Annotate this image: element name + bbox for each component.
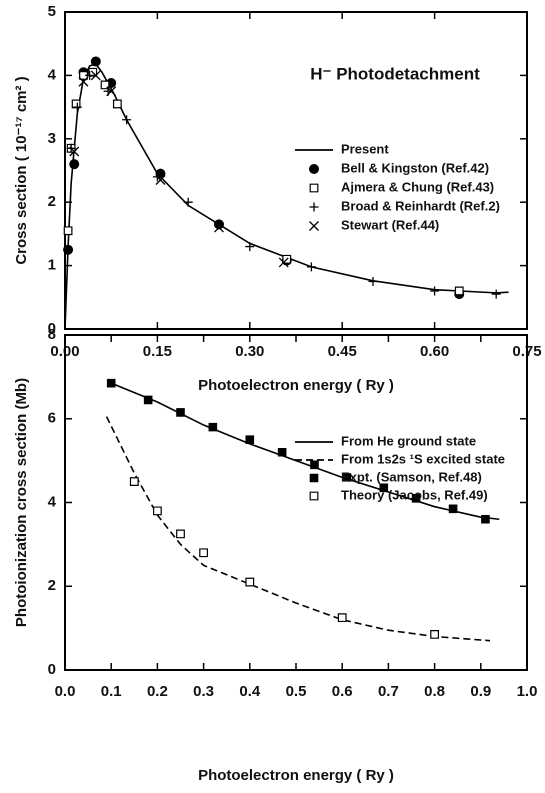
data-point: [106, 86, 117, 97]
x-tick-label: 0.1: [101, 683, 122, 700]
x-tick-label: 0.3: [193, 683, 214, 700]
legend-label: Bell & Kingston (Ref.42): [341, 160, 489, 175]
data-point: [214, 222, 224, 233]
x-tick-label: 0.7: [378, 683, 399, 700]
data-point: [379, 483, 389, 493]
y-tick-label: 1: [48, 257, 56, 274]
x-tick-label: 0.60: [420, 343, 449, 360]
data-point: [310, 460, 319, 470]
x-tick-label: 0.9: [470, 683, 491, 700]
x-tick-label: 0.6: [332, 683, 353, 700]
data-point: [208, 422, 218, 432]
x-axis-label: Photoelectron energy ( Ry ): [198, 377, 394, 394]
legend-swatch: [309, 221, 319, 231]
data-point: [176, 529, 185, 539]
data-point: [153, 506, 162, 516]
data-point: [183, 197, 193, 207]
y-tick-label: 0: [48, 661, 56, 678]
legend-swatch: [309, 202, 319, 212]
data-point: [430, 630, 439, 639]
data-point: [306, 262, 316, 272]
data-point: [368, 276, 378, 286]
y-tick-label: 4: [48, 493, 57, 510]
x-tick-label: 0.0: [55, 683, 76, 700]
data-point: [129, 477, 139, 486]
x-tick-label: 0.30: [235, 343, 264, 360]
y-axis-label: Photoionization cross section (Mb): [13, 378, 30, 627]
data-point: [277, 447, 287, 457]
y-tick-label: 8: [48, 326, 56, 343]
legend-label: Broad & Reinhardt (Ref.2): [341, 198, 500, 213]
x-tick-label: 1.0: [517, 683, 538, 700]
data-point: [122, 115, 132, 125]
data-point: [90, 56, 101, 67]
data-point: [430, 286, 440, 296]
data-point: [78, 76, 89, 87]
legend-label: Ajmera & Chung (Ref.43): [341, 179, 494, 194]
x-tick-label: 0.8: [424, 683, 445, 700]
data-point: [481, 514, 490, 524]
data-point: [454, 286, 464, 296]
data-point: [72, 102, 82, 112]
legend-swatch: [308, 164, 320, 174]
data-point: [85, 70, 95, 80]
legend-label: Expt. (Samson, Ref.48): [341, 469, 482, 484]
x-tick-label: 0.15: [143, 343, 172, 360]
x-tick-label: 0.45: [328, 343, 357, 360]
chart-title: H⁻ Photodetachment: [310, 64, 480, 83]
data-point: [155, 175, 166, 185]
legend-swatch: [309, 491, 319, 501]
y-tick-label: 4: [48, 66, 57, 83]
y-tick-label: 6: [48, 410, 56, 427]
legend-label: From 1s2s ¹S excited state: [341, 451, 505, 466]
data-point: [79, 71, 88, 80]
x-tick-label: 0.5: [286, 683, 307, 700]
data-point: [342, 473, 352, 482]
data-point: [176, 408, 185, 417]
y-tick-label: 2: [48, 193, 56, 210]
legend-swatch: [309, 473, 319, 483]
data-point: [491, 289, 501, 299]
data-point: [411, 494, 421, 503]
data-point: [112, 99, 122, 109]
data-point: [448, 504, 458, 514]
data-point: [63, 244, 74, 255]
legend-label: Theory (Jacobs, Ref.49): [341, 487, 488, 502]
legend-swatch: [309, 183, 319, 193]
legend-label: Present: [341, 141, 389, 156]
data-point: [337, 613, 347, 623]
plot-frame: [64, 11, 528, 330]
y-axis-label: Cross section ( 10⁻¹⁷ cm² ): [13, 76, 30, 264]
x-axis-label: Photoelectron energy ( Ry ): [198, 767, 394, 784]
legend-label: Stewart (Ref.44): [341, 217, 439, 232]
data-point: [278, 257, 289, 268]
data-point: [199, 548, 208, 558]
data-point: [245, 435, 255, 444]
data-point: [63, 226, 73, 236]
x-tick-label: 0.4: [239, 683, 261, 700]
legend-label: From He ground state: [341, 433, 476, 448]
series-line: [105, 416, 491, 642]
y-tick-label: 0: [48, 320, 56, 337]
data-point: [213, 219, 225, 230]
y-tick-label: 5: [48, 3, 56, 20]
data-point: [90, 70, 101, 81]
data-point: [245, 242, 255, 252]
data-point: [143, 395, 153, 405]
x-tick-label: 0.2: [147, 683, 168, 700]
data-point: [106, 378, 116, 388]
data-point: [69, 146, 80, 157]
data-point: [245, 577, 255, 587]
y-tick-label: 3: [48, 130, 56, 147]
y-tick-label: 2: [48, 577, 56, 594]
series-line: [64, 63, 509, 330]
data-point: [69, 159, 80, 170]
